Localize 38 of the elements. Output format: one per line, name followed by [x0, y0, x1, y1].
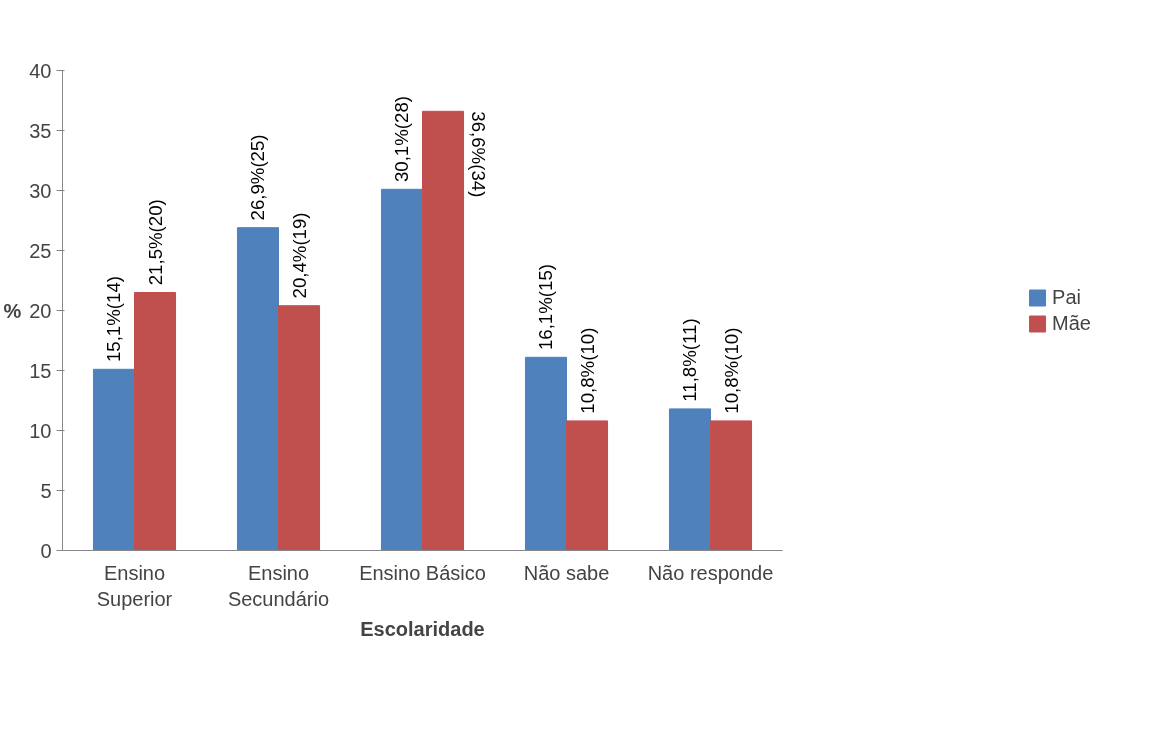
data-label: 20,4%(19) [288, 212, 310, 299]
legend-label: Mãe [1052, 311, 1091, 335]
data-label: 36,6%(34) [467, 111, 489, 198]
data-label: 10,8%(10) [576, 327, 598, 414]
x-tick-label: Ensino Secundário [227, 561, 330, 610]
data-label: 16,1%(15) [535, 264, 557, 351]
y-tick-label: 5 [40, 479, 52, 502]
y-tick-label: 15 [29, 359, 52, 382]
x-axis-title: Escolaridade [360, 617, 485, 640]
x-tick-label: Não responde [647, 561, 774, 584]
bar [668, 408, 711, 551]
bar [524, 356, 567, 551]
y-tick-label: 40 [29, 59, 52, 82]
bar [710, 420, 753, 551]
data-label: 10,8%(10) [720, 327, 742, 414]
y-tick-label: 0 [40, 539, 52, 562]
bar [236, 227, 279, 551]
bar [566, 420, 609, 551]
bar [92, 368, 135, 551]
y-tick-label: 20 [29, 299, 52, 322]
data-label: 30,1%(28) [391, 96, 413, 183]
x-tick-label: Não sabe [523, 561, 610, 584]
legend-label: Pai [1052, 285, 1081, 309]
bar [422, 110, 465, 551]
y-axis-title: % [3, 299, 22, 322]
data-label: 26,9%(25) [247, 134, 269, 221]
data-label: 15,1%(14) [103, 276, 125, 363]
y-tick-label: 35 [29, 119, 52, 142]
bar [278, 305, 321, 551]
bar [134, 292, 177, 551]
bar [380, 188, 423, 551]
data-label: 11,8%(11) [679, 318, 701, 402]
y-tick-label: 30 [29, 179, 52, 202]
data-label: 21,5%(20) [144, 199, 166, 286]
x-tick-label: Ensino Superior [96, 561, 173, 610]
y-tick-label: 25 [29, 239, 52, 262]
y-tick-label: 10 [29, 419, 52, 442]
x-tick-label: Ensino Básico [359, 561, 486, 584]
